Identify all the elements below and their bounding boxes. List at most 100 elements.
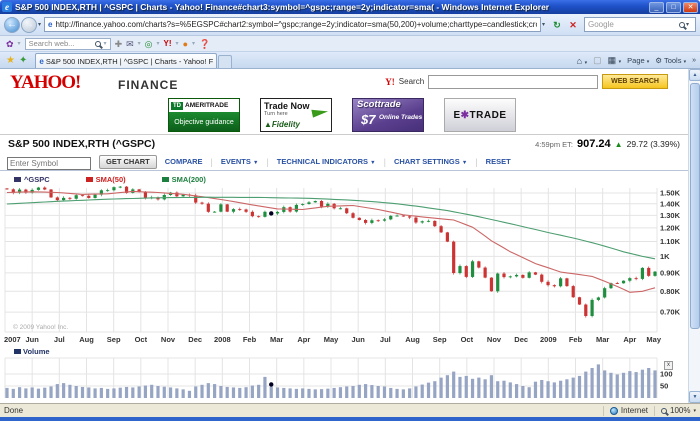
search-icon[interactable] [678,21,685,28]
print-icon[interactable]: ▦ ▾ [607,55,622,65]
new-tab-stub[interactable] [218,55,233,68]
symbol-input[interactable] [7,156,91,170]
yahoo-y-icon[interactable]: Y! [163,38,172,48]
candle [414,217,418,223]
candle [401,215,405,217]
x-axis-label: Oct [135,335,148,344]
dropdown-icon[interactable]: ▾ [17,41,21,47]
yahoo-logo[interactable]: YAHOO! [10,72,81,93]
dropdown-icon[interactable]: ▾ [175,41,179,47]
chart-settings-menu[interactable]: CHART SETTINGS ▼ [393,157,468,166]
google-search-box[interactable]: Google ▾ [584,17,696,32]
dropdown-icon[interactable]: ▾ [103,41,107,47]
volume-bar [571,377,575,398]
minimize-button[interactable]: _ [649,1,664,13]
volume-bar [489,375,494,398]
home-icon[interactable]: ⌂ ▾ [576,55,588,66]
header-search-input[interactable] [428,74,599,89]
url-dropdown-icon[interactable]: ▾ [541,22,545,28]
favorites-star-icon[interactable]: ★ [6,55,15,66]
toolbar-search-input[interactable]: Search web... ▾ [24,37,111,50]
volume-bar [546,381,550,398]
candle [106,190,110,192]
maximize-button[interactable]: □ [666,1,681,13]
volume-bar [470,378,475,398]
forward-button[interactable]: → [21,16,37,33]
feeds-icon[interactable]: ▢ [593,55,602,65]
candle [628,278,632,281]
volume-close-icon[interactable]: x [664,361,673,370]
add-favorite-icon[interactable]: ✦ [18,55,28,66]
candle [231,209,236,212]
volume-bar [93,388,97,398]
toolbar-search-icon[interactable] [94,40,101,47]
help-icon[interactable]: ❓ [199,38,211,49]
etrade-asterisk-icon: ✱ [460,109,470,121]
volume-bar [351,386,355,398]
candle [5,188,9,190]
volume-bar [514,384,519,398]
volume-bar [213,384,217,398]
finance-logo-text[interactable]: FINANCE [118,78,179,92]
scroll-up-icon[interactable]: ▲ [689,69,700,81]
volume-bar [288,388,292,398]
browser-tab[interactable]: e S&P 500 INDEX,RTH | ^GSPC | Charts - Y… [35,53,218,68]
web-search-button[interactable]: WEB SEARCH [602,74,668,89]
volume-bar [628,371,632,398]
scroll-down-icon[interactable]: ▼ [689,391,700,403]
candle [43,187,47,190]
refresh-button[interactable]: ↻ [553,20,561,30]
candle [238,209,242,211]
bookmark-icon[interactable]: ● [182,38,188,49]
fidelity-sub: Turn here [264,111,288,117]
candle [313,201,317,203]
history-dropdown-icon[interactable]: ▾ [38,22,42,28]
volume-bar [559,380,563,398]
ameritrade-ad[interactable]: TD AMERITRADE Objective guidance [168,98,240,132]
reset-button[interactable]: RESET [485,157,511,166]
divider: | [266,156,269,167]
x-axis-label: Jul [380,335,391,344]
url-field[interactable]: e http://finance.yahoo.com/charts?s=%5EG… [44,17,541,32]
events-menu[interactable]: EVENTS ▼ [220,157,259,166]
scottrade-price: $7 [361,112,376,127]
td-logo: TD [171,101,183,110]
mail-icon[interactable]: ✉ [126,38,134,49]
compare-button[interactable]: COMPARE [164,157,203,166]
price-chart[interactable]: 2007 Jun Jul Aug Sep Oct Nov Dec 2008 Feb Mar Apr Ma… [3,186,685,346]
candle [470,261,475,277]
get-chart-button[interactable]: GET CHART [99,154,157,169]
command-bar: ⌂ ▾ ▢ ▦ ▾ Page ▾ ⚙ Tools ▾ » [577,55,696,68]
candle [194,195,198,203]
stop-button[interactable]: ✕ [569,20,577,30]
y-axis-label: 1.30K [660,211,681,220]
tools-menu[interactable]: ⚙ Tools ▾ [655,56,687,65]
x-axis-label: Apr [297,335,310,344]
dropdown-icon[interactable]: ▾ [156,41,160,47]
volume-bar [483,379,487,398]
dropdown-icon[interactable]: ▾ [137,41,141,47]
close-button[interactable]: ✕ [683,1,698,13]
scrollbar-thumb[interactable] [690,83,700,329]
vertical-scrollbar[interactable]: ▲ ▼ [688,69,700,403]
etrade-ad[interactable]: E✱TRADE [444,98,516,132]
target-icon[interactable]: ◎ [144,38,153,49]
volume-bar [364,384,368,398]
overflow-chevron-icon[interactable]: » [692,57,696,64]
toolbar-logo-icon[interactable]: ✿ [6,38,14,49]
scottrade-ad[interactable]: Scottrade $7 Online Trades [352,98,424,132]
volume-bar [80,386,85,398]
search-dropdown-icon[interactable]: ▾ [685,22,689,28]
fidelity-arrow-icon [311,106,329,118]
back-button[interactable]: ← [4,16,20,33]
dropdown-icon[interactable]: ▾ [192,41,196,47]
candle [11,189,15,193]
page-menu[interactable]: Page ▾ [627,56,650,65]
fidelity-ad[interactable]: Trade Now Turn here ▲Fidelity [260,98,332,132]
add-icon[interactable]: ✚ [114,38,123,49]
zoom-control[interactable]: 100% ▾ [654,405,696,416]
candle [445,232,449,242]
candle [621,280,626,284]
technical-indicators-menu[interactable]: TECHNICAL INDICATORS ▼ [276,157,376,166]
